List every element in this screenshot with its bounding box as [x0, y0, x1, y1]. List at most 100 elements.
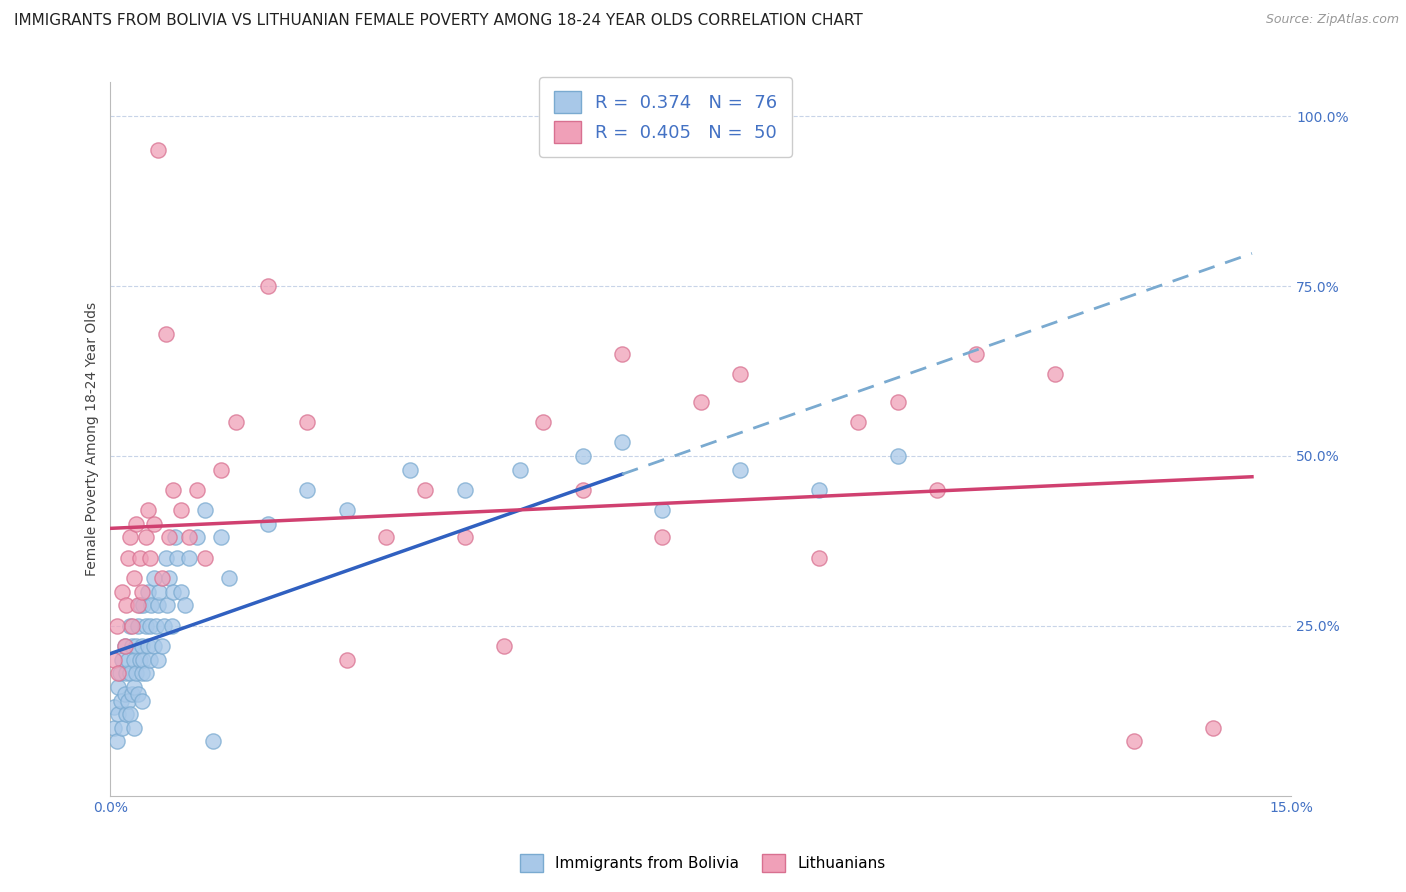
Point: [111, 721, 134, 735]
Point: [728, 462, 751, 476]
Point: [129, 550, 152, 565]
Point: [105, 734, 128, 748]
Point: [122, 721, 145, 735]
Point: [150, 571, 173, 585]
Point: [108, 666, 131, 681]
Point: [415, 483, 437, 497]
Point: [163, 531, 186, 545]
Point: [257, 279, 280, 293]
Point: [146, 653, 169, 667]
Point: [107, 707, 129, 722]
Point: [571, 483, 593, 497]
Point: [136, 503, 159, 517]
Point: [139, 653, 162, 667]
Point: [114, 639, 136, 653]
Point: [571, 449, 593, 463]
Point: [145, 619, 167, 633]
Point: [194, 550, 217, 565]
Point: [925, 483, 948, 497]
Point: [494, 639, 516, 653]
Point: [111, 584, 134, 599]
Point: [127, 619, 149, 633]
Point: [107, 666, 129, 681]
Point: [114, 687, 136, 701]
Point: [117, 693, 139, 707]
Point: [610, 347, 633, 361]
Point: [136, 639, 159, 653]
Point: [115, 666, 138, 681]
Point: [509, 462, 531, 476]
Point: [807, 483, 830, 497]
Point: [117, 550, 139, 565]
Point: [531, 415, 554, 429]
Point: [115, 599, 138, 613]
Point: [162, 584, 184, 599]
Point: [117, 653, 139, 667]
Point: [398, 462, 420, 476]
Point: [139, 550, 162, 565]
Text: IMMIGRANTS FROM BOLIVIA VS LITHUANIAN FEMALE POVERTY AMONG 18-24 YEAR OLDS CORRE: IMMIGRANTS FROM BOLIVIA VS LITHUANIAN FE…: [14, 13, 863, 29]
Point: [141, 599, 163, 613]
Point: [257, 516, 280, 531]
Point: [166, 550, 188, 565]
Point: [194, 503, 217, 517]
Point: [225, 415, 247, 429]
Point: [454, 483, 477, 497]
Legend: R =  0.374   N =  76, R =  0.405   N =  50: R = 0.374 N = 76, R = 0.405 N = 50: [538, 77, 792, 157]
Point: [121, 639, 143, 653]
Y-axis label: Female Poverty Among 18-24 Year Olds: Female Poverty Among 18-24 Year Olds: [86, 301, 100, 576]
Point: [135, 531, 157, 545]
Point: [375, 531, 398, 545]
Point: [110, 693, 132, 707]
Point: [131, 666, 153, 681]
Point: [1122, 734, 1144, 748]
Point: [886, 449, 908, 463]
Point: [179, 550, 201, 565]
Point: [153, 619, 176, 633]
Point: [162, 483, 184, 497]
Point: [209, 531, 232, 545]
Point: [132, 653, 155, 667]
Point: [121, 687, 143, 701]
Point: [124, 666, 146, 681]
Point: [150, 639, 173, 653]
Point: [689, 394, 711, 409]
Point: [1201, 721, 1223, 735]
Point: [1043, 368, 1066, 382]
Point: [146, 143, 169, 157]
Point: [120, 707, 142, 722]
Point: [650, 503, 672, 517]
Point: [965, 347, 987, 361]
Point: [454, 531, 477, 545]
Point: [120, 619, 142, 633]
Point: [148, 584, 170, 599]
Point: [179, 531, 201, 545]
Point: [127, 599, 149, 613]
Point: [131, 584, 153, 599]
Point: [156, 599, 179, 613]
Point: [142, 571, 165, 585]
Point: [159, 571, 181, 585]
Point: [136, 584, 159, 599]
Point: [121, 619, 143, 633]
Point: [135, 619, 157, 633]
Point: [120, 666, 142, 681]
Point: [114, 639, 136, 653]
Point: [297, 483, 319, 497]
Point: [139, 619, 162, 633]
Point: [186, 531, 208, 545]
Point: [807, 550, 830, 565]
Point: [111, 653, 134, 667]
Text: Source: ZipAtlas.com: Source: ZipAtlas.com: [1265, 13, 1399, 27]
Point: [124, 516, 146, 531]
Point: [336, 653, 359, 667]
Point: [127, 687, 149, 701]
Point: [103, 721, 125, 735]
Point: [122, 571, 145, 585]
Point: [170, 503, 193, 517]
Point: [218, 571, 240, 585]
Point: [728, 368, 751, 382]
Point: [142, 639, 165, 653]
Point: [610, 435, 633, 450]
Point: [124, 639, 146, 653]
